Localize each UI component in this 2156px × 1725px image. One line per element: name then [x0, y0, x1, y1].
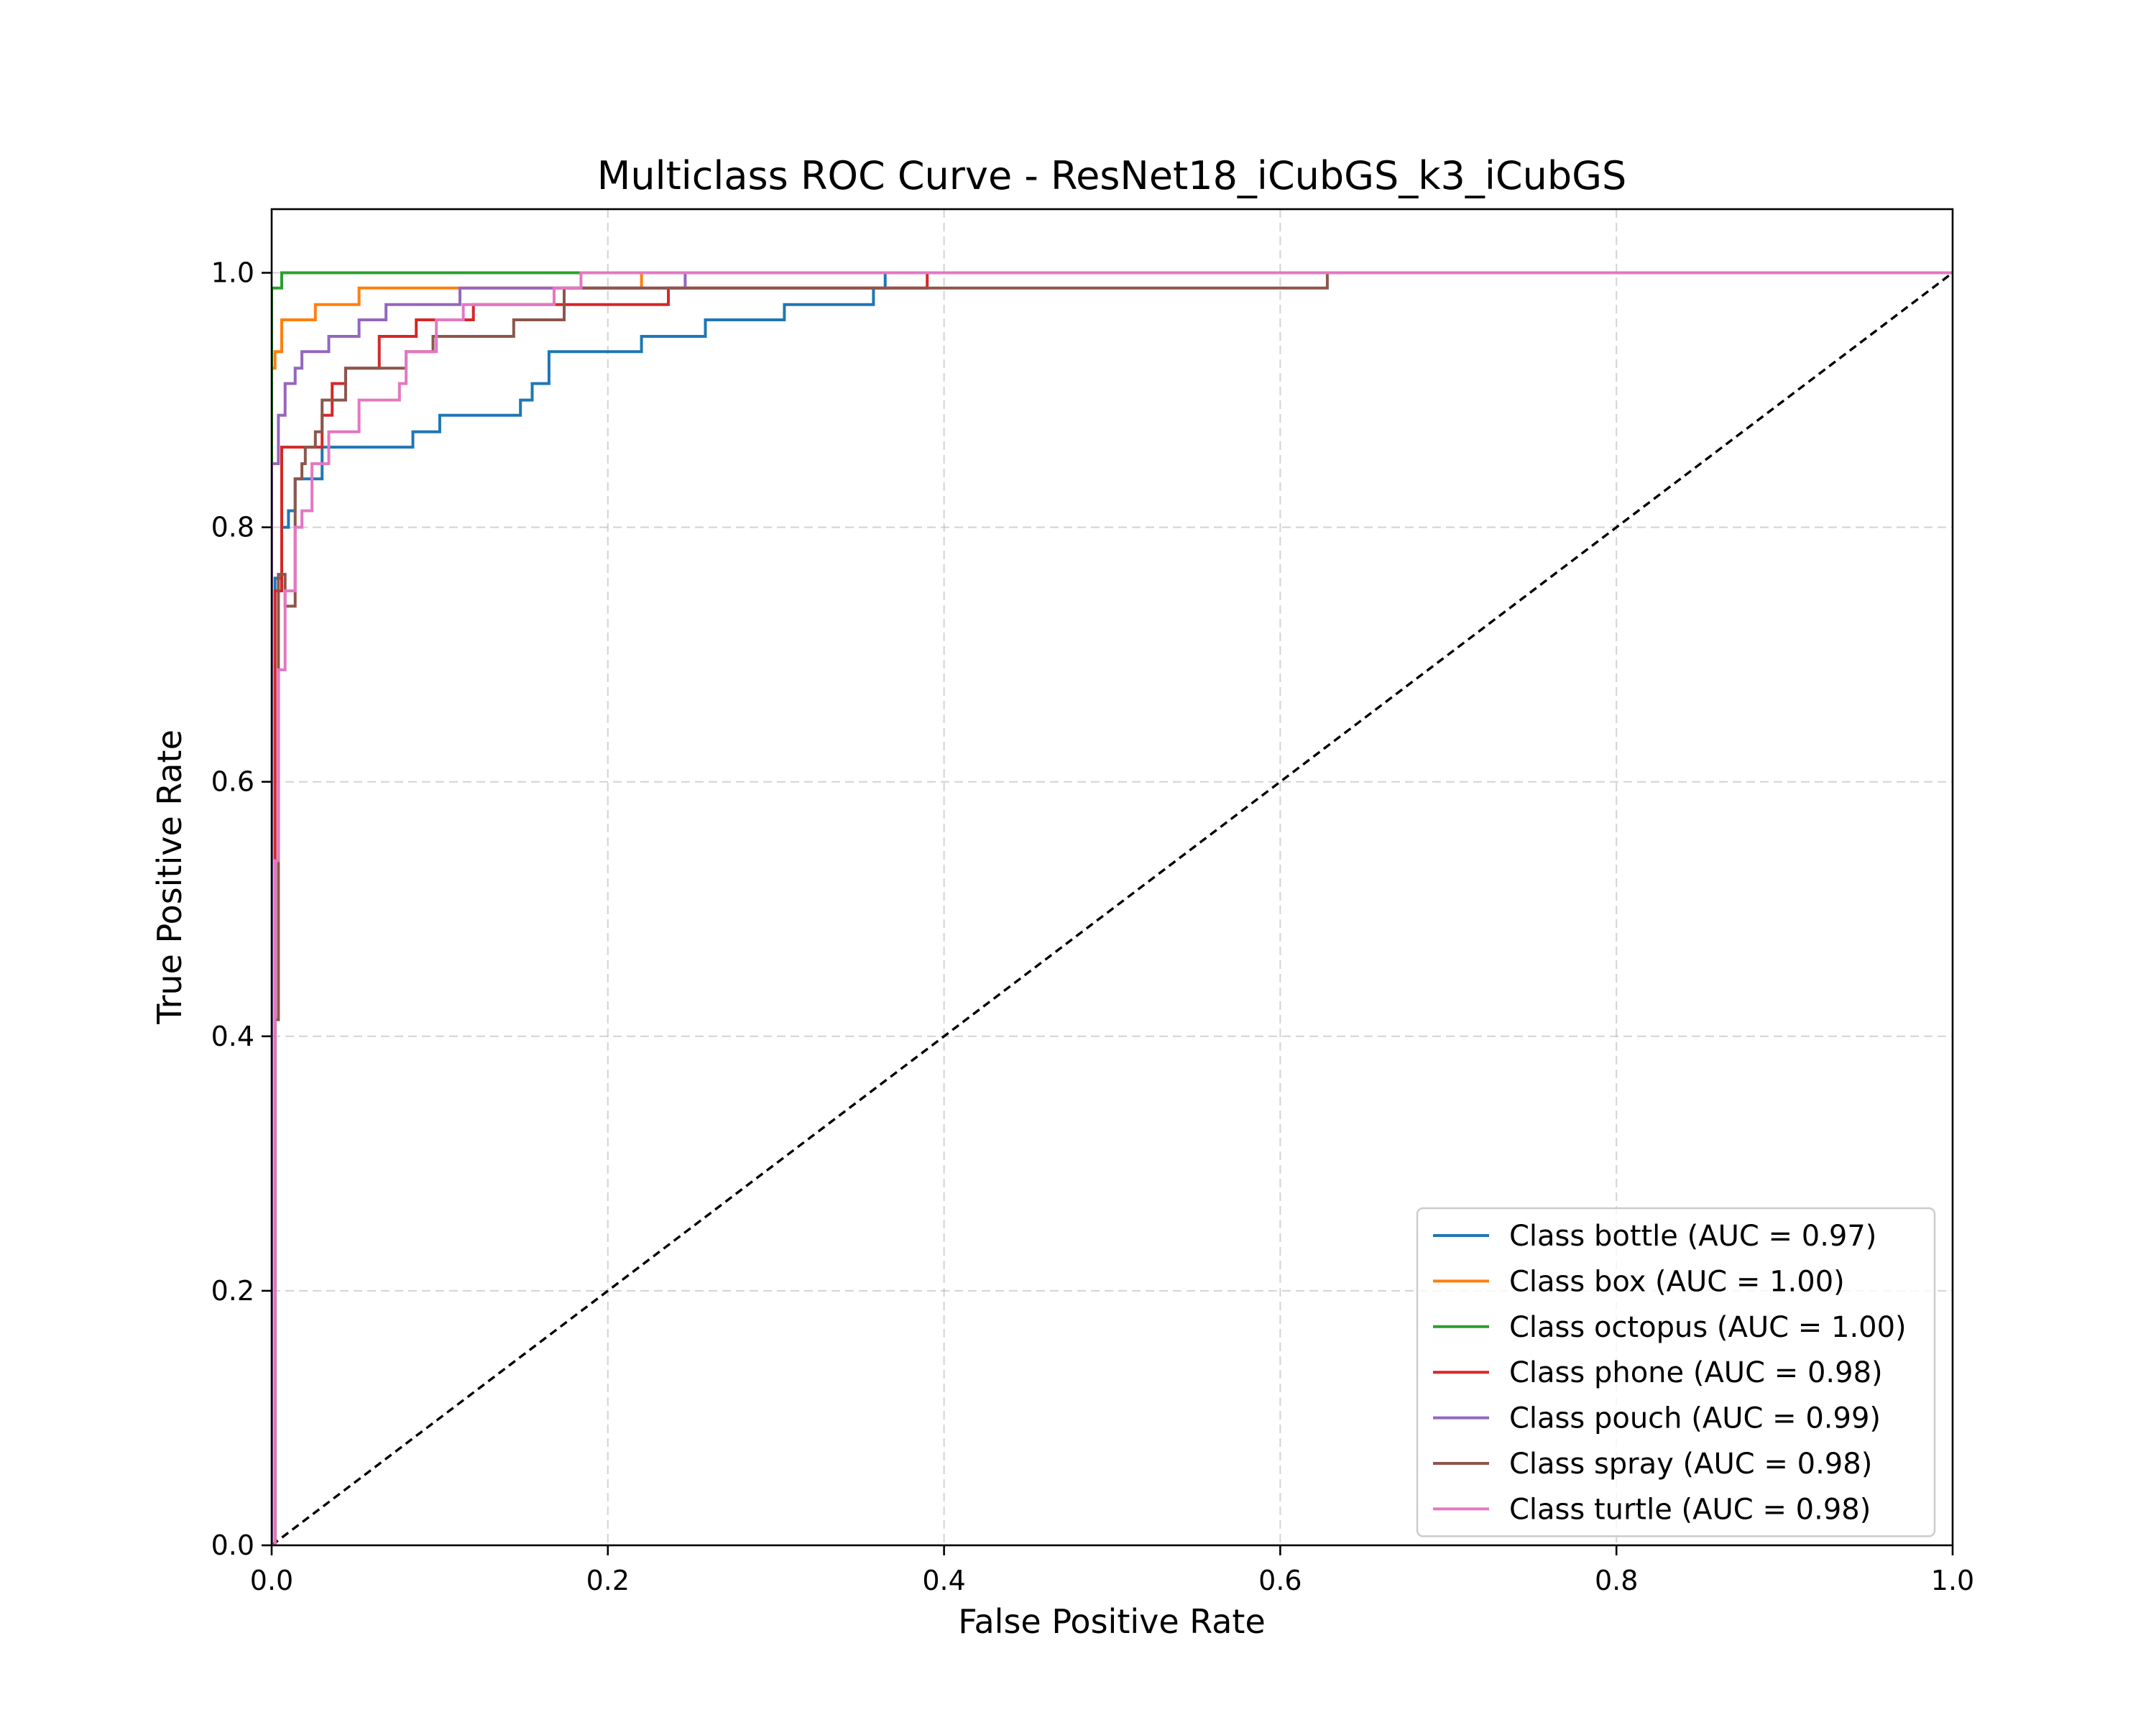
roc-curve-series-5 [272, 271, 1953, 1545]
x-tick-label: 0.0 [250, 1565, 293, 1596]
legend-label: Class box (AUC = 1.00) [1509, 1265, 1845, 1298]
x-tick-label: 0.2 [586, 1565, 630, 1596]
legend: Class bottle (AUC = 0.97) Class box (AUC … [1416, 1207, 1936, 1537]
chance-diagonal-line [272, 272, 1953, 1545]
legend-label: Class octopus (AUC = 1.00) [1509, 1311, 1907, 1344]
roc-curve-series-0 [272, 271, 1953, 1545]
roc-curves [272, 271, 1953, 1545]
roc-curve-series-3 [272, 271, 1953, 1545]
y-tick-label: 0.4 [211, 1021, 254, 1052]
y-tick-label: 0.6 [211, 766, 254, 798]
y-tick-label: 0.8 [211, 512, 254, 543]
legend-label: Class turtle (AUC = 0.98) [1509, 1493, 1871, 1526]
x-tick-label: 1.0 [1931, 1565, 1974, 1596]
y-tick-label: 1.0 [211, 257, 254, 289]
y-tick-label: 0.2 [211, 1275, 254, 1307]
roc-curve-series-6 [272, 271, 1953, 1545]
roc-curve-series-4 [272, 271, 1953, 1545]
y-tick-label: 0.0 [211, 1530, 254, 1561]
axis-ticks: 0.0 0.2 0.4 0.6 0.8 1.0 0.0 0.2 0.4 0.6 0.8 1.0 [211, 257, 1975, 1596]
x-tick-label: 0.4 [922, 1565, 965, 1596]
legend-box [1416, 1207, 1936, 1537]
chart-title: Multiclass ROC Curve - ResNet18_iCubGS_k… [597, 153, 1626, 198]
x-tick-label: 0.6 [1258, 1565, 1302, 1596]
legend-label: Class phone (AUC = 0.98) [1509, 1356, 1883, 1389]
legend-label: Class spray (AUC = 0.98) [1509, 1448, 1872, 1481]
x-tick-label: 0.8 [1595, 1565, 1638, 1596]
y-axis-label: True Positive Rate [150, 730, 189, 1025]
plot-frame [270, 208, 1954, 1547]
x-axis-label: False Positive Rate [958, 1602, 1266, 1641]
legend-label: Class pouch (AUC = 0.99) [1509, 1402, 1881, 1435]
legend-label: Class bottle (AUC = 0.97) [1509, 1220, 1876, 1253]
